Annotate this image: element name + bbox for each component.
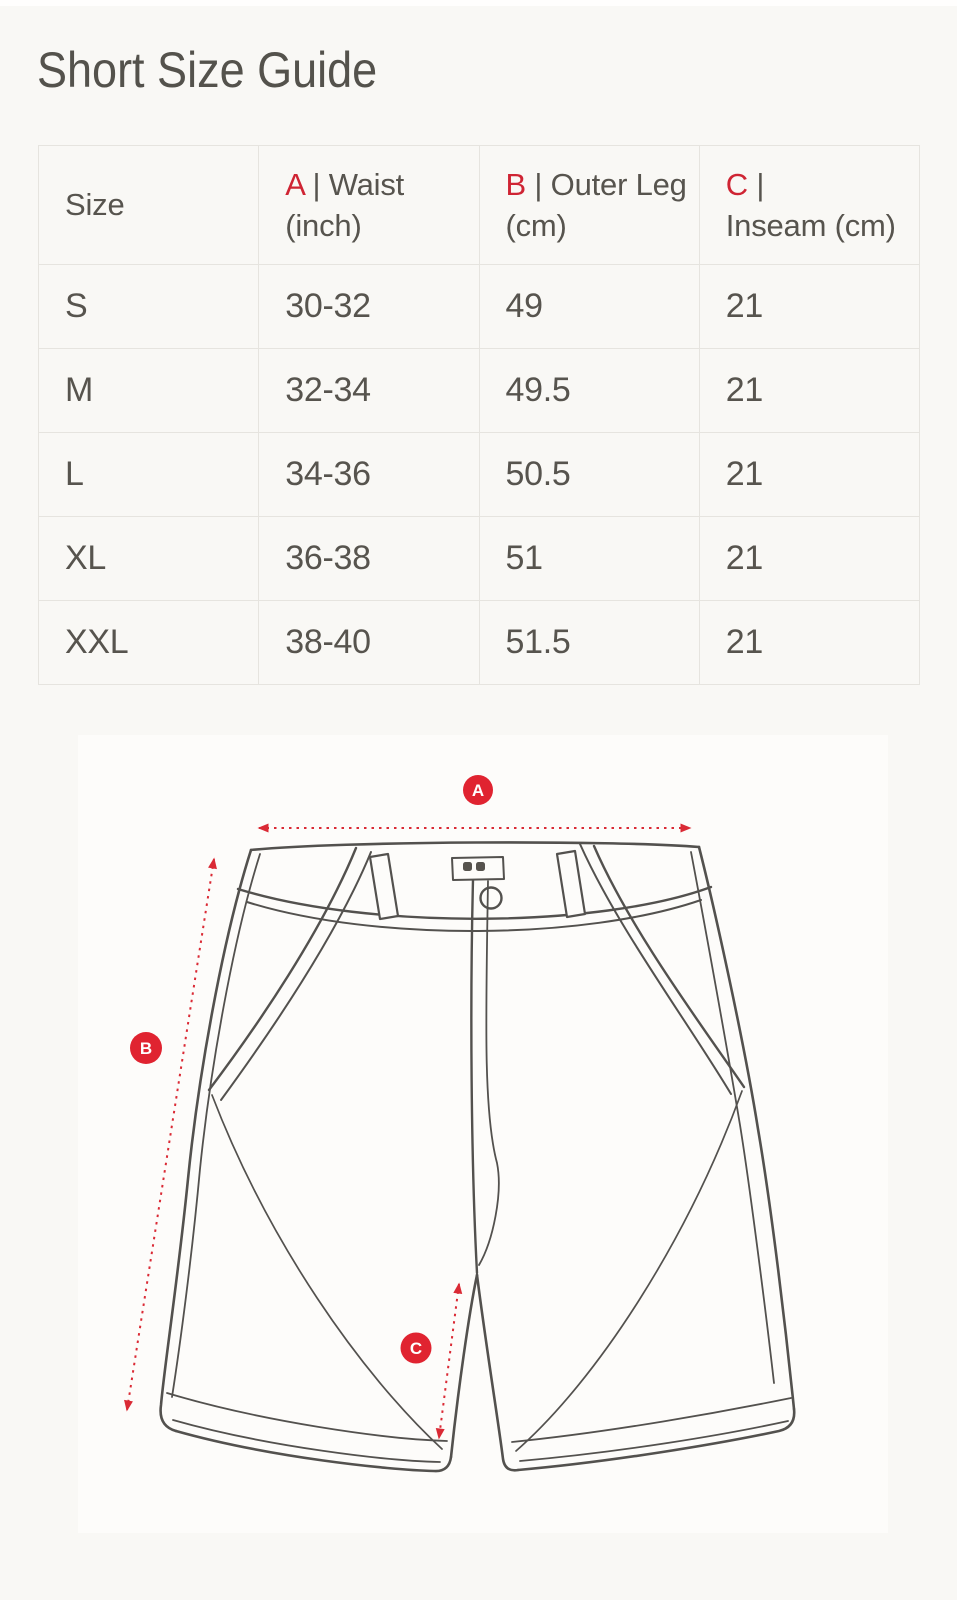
belt-loop-left — [368, 852, 400, 921]
inseam-measure-line-c — [435, 1282, 463, 1440]
waist-button — [479, 886, 503, 910]
top-strip — [0, 0, 957, 6]
right-hem-fold — [519, 1420, 789, 1462]
cell-inseam: 21 — [698, 347, 921, 433]
left-inner-seam — [449, 1273, 479, 1459]
left-pocket-curve-inner — [220, 851, 372, 1101]
shorts-diagram: A B C — [78, 735, 888, 1533]
col-name: | — [747, 166, 765, 202]
fly-j-stitch — [478, 880, 500, 1266]
right-hem-edge — [516, 1407, 796, 1472]
right-inner-seam — [475, 1273, 520, 1472]
brand-label-mark — [463, 862, 472, 871]
cell-waist: 36-38 — [258, 515, 480, 601]
cell-outer-leg: 50.5 — [478, 431, 700, 517]
col-name: | Outer Leg — [525, 166, 687, 202]
cell-waist: 30-32 — [258, 263, 480, 349]
right-outer-seam — [697, 845, 796, 1411]
cell-outer-leg: 49.5 — [478, 347, 700, 433]
waistband-seam — [246, 899, 702, 932]
size-table-header: Size A | Waist (inch) B | Outer Leg (cm)… — [37, 144, 921, 265]
cell-size: L — [37, 431, 260, 517]
measurement-badges: A B C — [130, 775, 493, 1364]
cell-outer-leg: 51 — [478, 515, 700, 601]
col-name: | Waist — [304, 166, 405, 202]
badge-a-label: A — [472, 781, 484, 800]
fly-seam — [470, 878, 479, 1275]
size-table: Size A | Waist (inch) B | Outer Leg (cm)… — [37, 144, 921, 685]
cell-size: XXL — [37, 599, 260, 685]
left-outer-seam-inner — [171, 853, 261, 1398]
shorts-diagram-svg: A B C — [124, 775, 796, 1473]
outer-leg-measure-line-b — [124, 857, 217, 1412]
table-row: XL 36-38 51 21 — [37, 515, 921, 601]
left-pocket-bag-line — [211, 1094, 443, 1450]
badge-b: B — [130, 1032, 162, 1064]
cell-outer-leg: 49 — [478, 263, 700, 349]
belt-loop-right — [555, 849, 587, 919]
left-hem-stitch — [166, 1392, 448, 1442]
table-row: L 34-36 50.5 21 — [37, 431, 921, 517]
cell-size: XL — [37, 515, 260, 601]
col-unit: Inseam (cm) — [725, 207, 896, 243]
measurement-lines — [124, 823, 692, 1440]
col-header-waist: A | Waist (inch) — [258, 144, 480, 265]
cell-inseam: 21 — [698, 599, 921, 685]
col-header-inseam: C | Inseam (cm) — [698, 144, 921, 265]
badge-c: C — [400, 1332, 432, 1364]
cell-waist: 32-34 — [258, 347, 480, 433]
cell-outer-leg: 51.5 — [478, 599, 700, 685]
badge-a: A — [463, 775, 493, 805]
cell-waist: 38-40 — [258, 599, 480, 685]
right-pocket-bag-line — [515, 1090, 743, 1452]
right-pocket-curve-inner — [579, 843, 732, 1095]
right-outer-seam-inner — [690, 851, 775, 1384]
waistband-seam — [236, 885, 713, 920]
left-pocket-curve — [207, 846, 358, 1092]
cell-waist: 34-36 — [258, 431, 480, 517]
table-row: XXL 38-40 51.5 21 — [37, 599, 921, 685]
cell-size: S — [37, 263, 260, 349]
cell-inseam: 21 — [698, 431, 921, 517]
col-unit: (cm) — [505, 207, 567, 243]
col-header-outer-leg: B | Outer Leg (cm) — [478, 144, 700, 265]
cell-inseam: 21 — [698, 515, 921, 601]
right-pocket-curve — [592, 844, 746, 1089]
col-letter: C — [725, 166, 748, 202]
badge-c-label: C — [410, 1339, 422, 1358]
cell-size: M — [37, 347, 260, 433]
page-title: Short Size Guide — [37, 42, 378, 98]
col-name: Size — [65, 187, 125, 222]
col-unit: (inch) — [285, 207, 362, 243]
waist-top-edge — [249, 841, 701, 852]
col-header-size: Size — [37, 144, 260, 265]
table-row: M 32-34 49.5 21 — [37, 347, 921, 433]
badge-b-label: B — [140, 1039, 152, 1058]
shorts-sketch — [159, 841, 796, 1473]
brand-label-mark — [476, 862, 485, 871]
left-hem-edge — [174, 1429, 453, 1473]
left-hem-fold — [172, 1419, 441, 1463]
cell-inseam: 21 — [698, 263, 921, 349]
col-letter: B — [505, 166, 527, 202]
table-row: S 30-32 49 21 — [37, 263, 921, 349]
right-hem-stitch — [511, 1397, 792, 1443]
col-letter: A — [285, 166, 305, 202]
